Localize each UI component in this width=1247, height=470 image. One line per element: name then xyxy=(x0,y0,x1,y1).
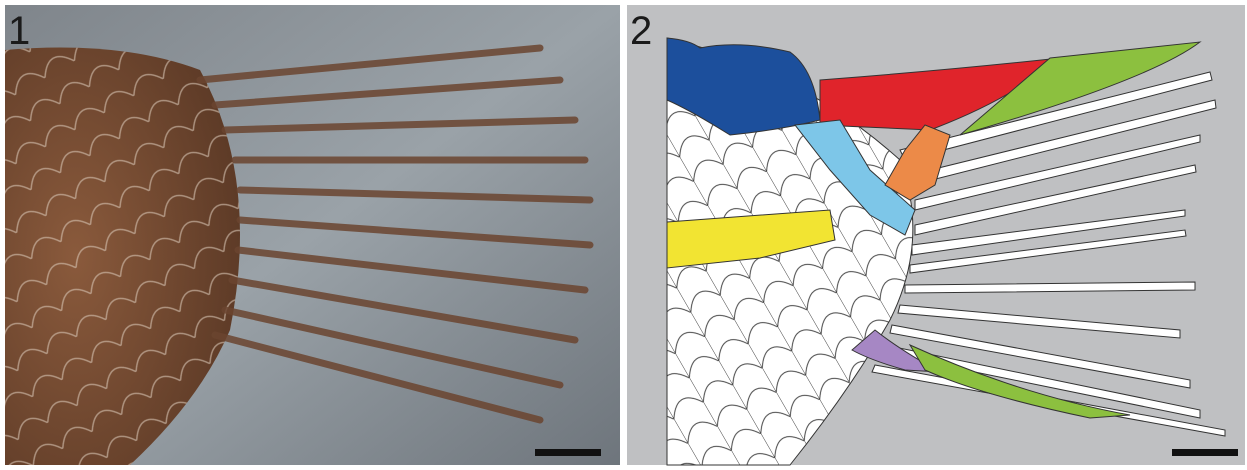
green-rays-lower xyxy=(908,343,1131,419)
blue-scales xyxy=(666,37,821,136)
drawn-fin-rays xyxy=(871,71,1226,437)
yellow-scales xyxy=(666,209,836,269)
drawing-panel: 2 xyxy=(627,5,1245,466)
purple-scales xyxy=(851,329,941,373)
scale-bar xyxy=(1172,449,1238,456)
green-rays-upper xyxy=(959,41,1202,136)
scale-bar xyxy=(535,449,601,456)
photo-panel: 1 xyxy=(5,5,620,465)
fish-scales xyxy=(5,47,240,465)
orange-scales xyxy=(884,124,951,201)
panel-label: 1 xyxy=(8,9,30,53)
fin-rays xyxy=(196,44,594,424)
light-blue-scales xyxy=(794,119,916,236)
panel-label: 2 xyxy=(630,9,652,53)
